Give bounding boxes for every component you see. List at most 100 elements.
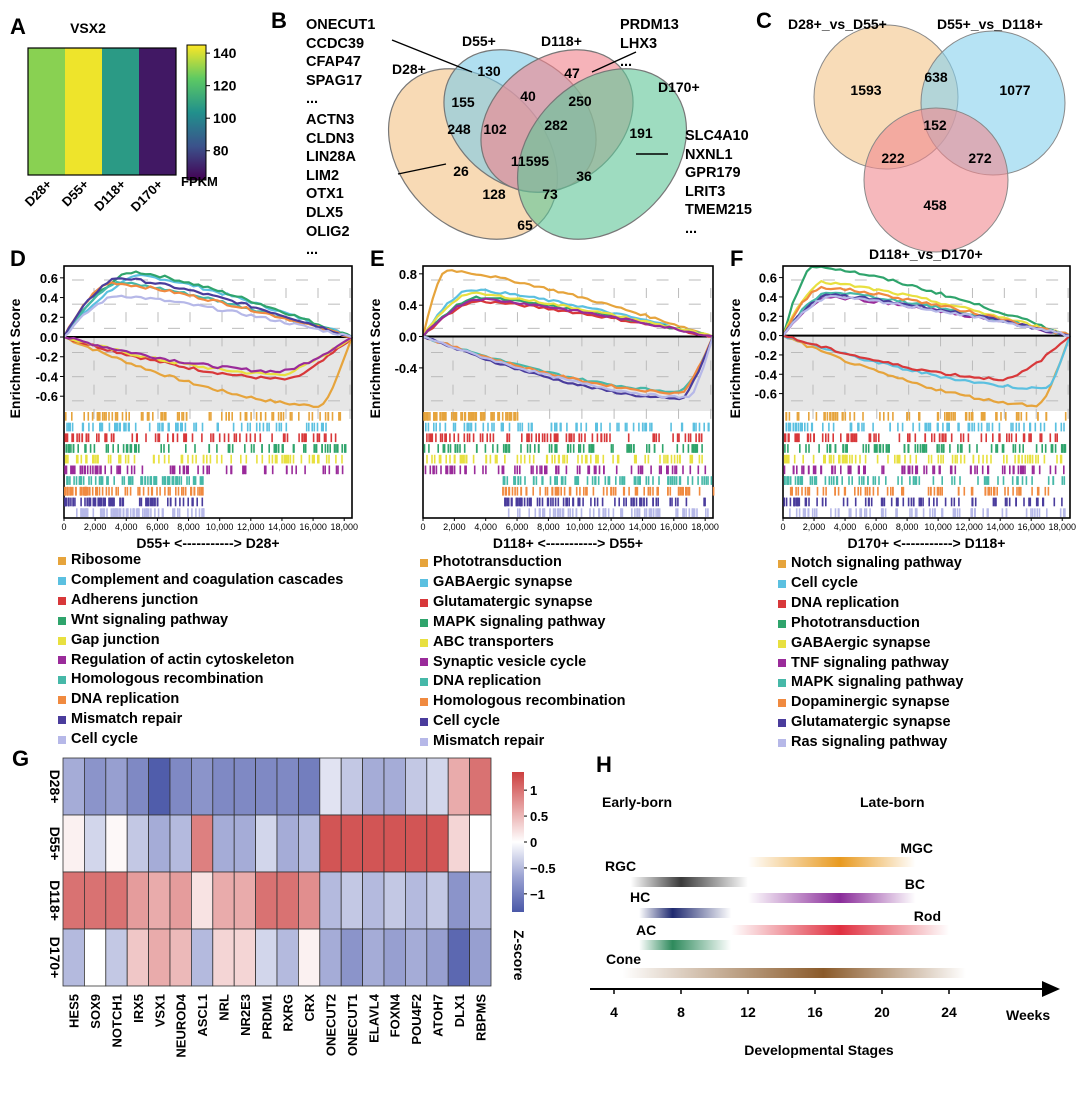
gene-hit-bar <box>787 444 789 453</box>
gene-hit-bar <box>544 465 547 475</box>
gene-hit-bar <box>937 454 940 464</box>
gene-hit-bar <box>175 486 177 496</box>
gene-label: ... <box>685 220 698 237</box>
gene-hit-bar <box>626 422 628 432</box>
gene-hit-bar <box>83 412 85 421</box>
gene-hit-bar <box>444 412 447 421</box>
heatmap-cell <box>362 871 385 930</box>
header-label: Early-born <box>602 794 672 810</box>
gene-hit-bar <box>685 486 688 496</box>
heatmap-cell <box>426 814 449 873</box>
gene-hit-bar <box>441 433 444 443</box>
cell-type-label: Cone <box>606 951 641 967</box>
gene-hit-bar <box>676 444 679 453</box>
gene-hit-bar <box>317 454 320 464</box>
gene-hit-bar <box>695 422 697 432</box>
gene-hit-bar <box>110 433 113 443</box>
gene-hit-bar <box>677 486 680 496</box>
gene-hit-bar <box>231 412 233 421</box>
gene-hit-bar <box>635 486 638 496</box>
x-tick-label: 4 <box>610 1004 618 1020</box>
gene-hit-bar <box>882 444 884 453</box>
gene-hit-bar <box>83 508 86 517</box>
gene-hit-bar <box>147 508 150 517</box>
gene-hit-bar <box>445 465 447 475</box>
gene-hit-bar <box>133 465 136 475</box>
gene-hit-bar <box>91 486 94 496</box>
plot-frame <box>782 265 1071 519</box>
gene-hit-bar <box>826 412 829 421</box>
heatmap-cell <box>190 871 214 930</box>
gene-hit-bar <box>431 454 433 464</box>
gene-hit-bar <box>564 476 567 485</box>
column-label: DLX1 <box>452 994 467 1027</box>
gene-hit-bar <box>431 433 434 443</box>
gene-hit-bar <box>112 497 114 507</box>
gene-hit-bar <box>557 486 560 496</box>
x-tick-label: 12,000 <box>597 522 625 532</box>
gene-hit-bar <box>427 422 430 432</box>
gene-hit-bar <box>449 433 451 443</box>
heatmap-cell <box>233 814 256 873</box>
gene-hit-bar <box>198 508 201 517</box>
legend-item: Phototransduction <box>420 553 626 573</box>
gene-hit-bar <box>625 497 627 507</box>
heatmap-cell <box>84 871 107 930</box>
gene-hit-bar <box>1004 497 1007 507</box>
gene-hit-bar <box>1039 422 1042 432</box>
gene-hit-bar <box>103 497 105 507</box>
gene-hit-bar <box>813 433 815 443</box>
gene-hit-bar <box>708 422 710 432</box>
gene-hit-bar <box>876 454 879 464</box>
gene-hit-bar <box>927 454 930 464</box>
gene-hit-bar <box>946 412 948 421</box>
gene-hit-bar <box>970 412 973 421</box>
column-label: HES5 <box>67 994 82 1028</box>
gene-hit-bar <box>463 454 465 464</box>
gene-hit-bar <box>465 465 467 475</box>
gene-hit-bar <box>632 422 635 432</box>
gene-hit-bar <box>88 422 90 432</box>
gene-hit-bar <box>998 422 1001 432</box>
gene-hit-bar <box>80 486 83 496</box>
gene-hit-bar <box>482 412 485 421</box>
gene-hit-bar <box>335 465 338 475</box>
gene-hit-bar <box>474 412 476 421</box>
heatmap-cell <box>319 814 342 873</box>
gene-hit-bar <box>1020 412 1023 421</box>
gene-hit-bar <box>830 508 832 517</box>
row-label: D55+ <box>47 827 63 861</box>
gene-hit-bar <box>863 465 866 475</box>
gene-hit-bar <box>95 486 97 496</box>
gene-hit-bar <box>667 476 669 485</box>
gene-hit-bar <box>82 508 84 517</box>
heatmap-cell <box>233 757 256 816</box>
gene-hit-bar <box>667 454 669 464</box>
gene-label: PRDM13 <box>620 17 679 33</box>
gene-hit-bar <box>672 433 674 443</box>
legend-swatch <box>778 739 786 748</box>
x-tick-label: 16,000 <box>299 522 327 532</box>
gene-hit-bar <box>829 444 832 453</box>
gene-hit-bar <box>793 497 796 507</box>
gene-hit-bar <box>703 497 705 507</box>
gene-hit-bar <box>994 497 996 507</box>
gene-hit-bar <box>812 454 815 464</box>
gene-hit-bar <box>878 476 880 485</box>
gene-hit-bar <box>67 476 69 485</box>
gene-hit-bar <box>823 412 825 421</box>
gene-hit-bar <box>259 412 262 421</box>
gene-hit-bar <box>449 465 451 475</box>
legend-label: Ras signaling pathway <box>791 734 948 751</box>
gene-hit-bar <box>188 476 190 485</box>
gene-hit-bar <box>493 422 495 432</box>
heatmap-cell <box>276 814 299 873</box>
legend-item: Phototransduction <box>778 614 963 634</box>
gene-hit-bar <box>860 508 863 517</box>
gene-hit-bar <box>282 444 284 453</box>
gene-hit-bar <box>673 476 676 485</box>
gene-hit-bar <box>328 465 331 475</box>
gene-hit-bar <box>914 508 917 517</box>
gene-hit-bar <box>107 454 110 464</box>
gene-hit-bar <box>976 465 978 475</box>
